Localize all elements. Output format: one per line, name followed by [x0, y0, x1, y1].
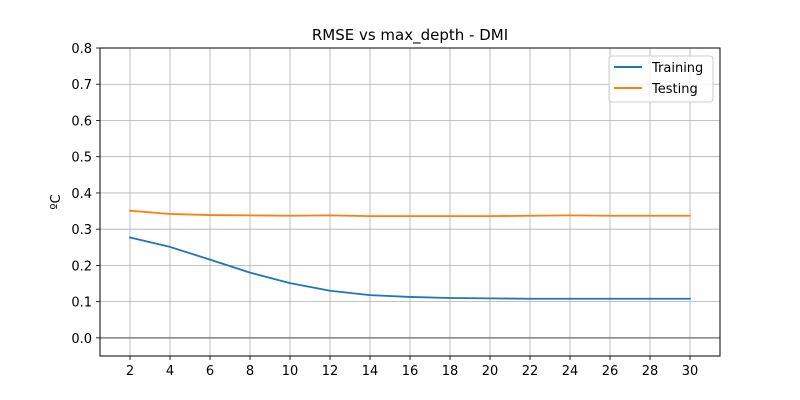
- y-axis-label: ºC: [49, 194, 64, 209]
- data-point-testing: [489, 215, 491, 218]
- y-tick-label: 0.0: [71, 332, 92, 347]
- data-point-training: [529, 297, 531, 300]
- legend-label-testing: Testing: [651, 82, 698, 97]
- x-axis: 2 4 6 8 10 12 14 16 18 20 22 24 26 28 30: [126, 356, 698, 379]
- x-tick-label: 24: [562, 364, 579, 379]
- x-tick-label: 6: [206, 364, 214, 379]
- data-point-training: [369, 294, 371, 297]
- data-point-training: [129, 236, 131, 239]
- y-tick-label: 0.1: [71, 296, 92, 311]
- y-tick-label: 0.8: [71, 42, 92, 57]
- data-point-testing: [649, 214, 651, 217]
- legend-label-training: Training: [651, 61, 703, 76]
- data-point-testing: [169, 213, 171, 215]
- data-point-testing: [529, 214, 531, 217]
- data-point-testing: [609, 214, 611, 217]
- data-point-testing: [329, 214, 331, 217]
- data-point-testing: [209, 214, 211, 216]
- x-tick-label: 26: [602, 364, 619, 379]
- data-point-training: [169, 246, 171, 248]
- x-tick-label: 2: [126, 364, 134, 379]
- data-point-testing: [449, 215, 451, 218]
- data-point-training: [409, 296, 411, 298]
- x-tick-label: 20: [482, 364, 499, 379]
- data-point-training: [449, 297, 451, 299]
- data-point-testing: [289, 214, 291, 217]
- chart-title: RMSE vs max_depth - DMI: [312, 26, 508, 45]
- data-point-training: [569, 297, 571, 300]
- series-group: [129, 209, 691, 300]
- y-axis: 0.0 0.1 0.2 0.3 0.4 0.5 0.6 0.7 0.8: [71, 42, 100, 347]
- x-tick-label: 22: [522, 364, 539, 379]
- y-tick-label: 0.7: [71, 78, 92, 93]
- data-point-training: [209, 258, 211, 261]
- data-point-training: [329, 289, 331, 292]
- data-point-training: [609, 297, 611, 300]
- data-point-testing: [409, 215, 411, 218]
- x-tick-label: 16: [402, 364, 419, 379]
- x-tick-label: 18: [442, 364, 459, 379]
- data-point-testing: [689, 214, 691, 217]
- grid: [100, 47, 720, 356]
- y-tick-label: 0.4: [71, 187, 92, 202]
- x-tick-label: 8: [246, 364, 254, 379]
- data-point-training: [689, 297, 691, 300]
- y-tick-label: 0.5: [71, 151, 92, 166]
- x-tick-label: 12: [322, 364, 339, 379]
- data-point-testing: [249, 214, 251, 217]
- data-point-training: [249, 271, 251, 274]
- y-tick-label: 0.2: [71, 259, 92, 274]
- data-point-testing: [569, 214, 571, 217]
- x-tick-label: 28: [642, 364, 659, 379]
- x-tick-label: 30: [682, 364, 699, 379]
- x-tick-label: 10: [282, 364, 299, 379]
- data-point-training: [289, 282, 291, 285]
- data-point-testing: [369, 215, 371, 218]
- x-tick-label: 4: [166, 364, 174, 379]
- data-point-testing: [129, 209, 131, 212]
- y-tick-label: 0.3: [71, 223, 92, 238]
- data-point-training: [649, 297, 651, 300]
- data-point-training: [489, 297, 491, 300]
- y-tick-label: 0.6: [71, 114, 92, 129]
- legend: Training Testing: [608, 55, 714, 103]
- x-tick-label: 14: [362, 364, 379, 379]
